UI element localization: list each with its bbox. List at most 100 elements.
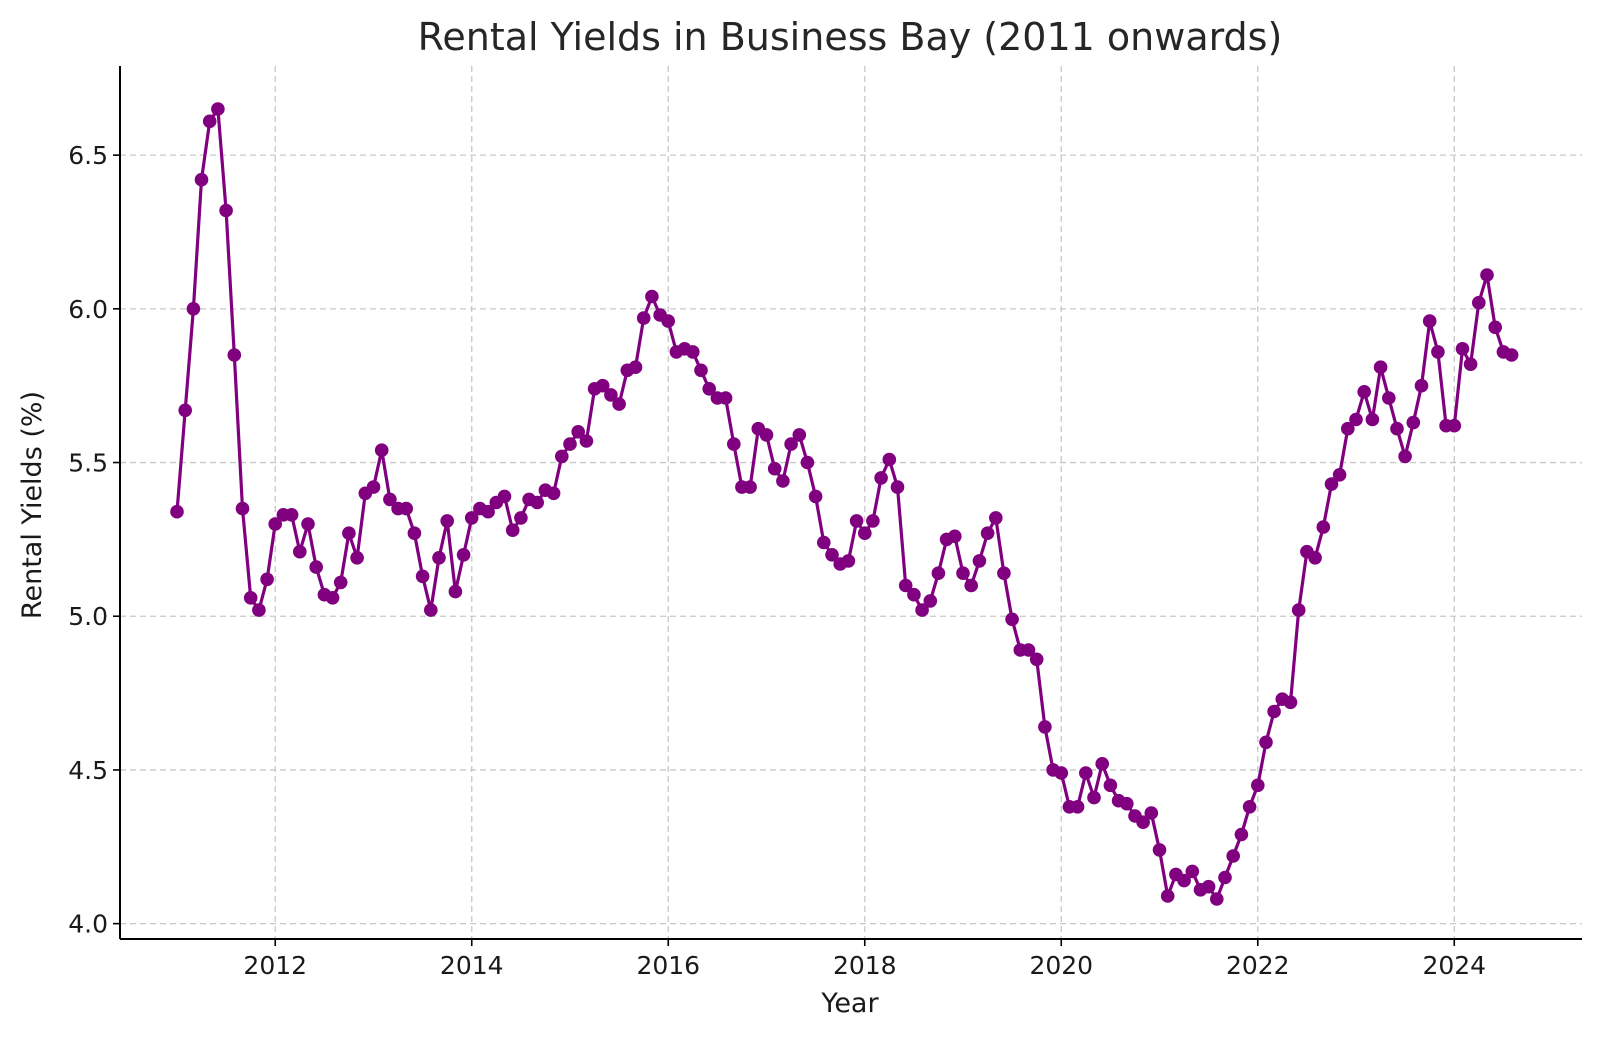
data-point [1448, 419, 1462, 433]
data-point [326, 591, 340, 605]
data-point [1456, 342, 1470, 356]
data-point [1349, 413, 1363, 427]
data-point [187, 302, 201, 316]
chart-title: Rental Yields in Business Bay (2011 onwa… [418, 15, 1283, 59]
data-point [1161, 889, 1175, 903]
data-point [1005, 613, 1019, 627]
x-tick-label: 2022 [1226, 951, 1290, 980]
y-tick-label: 4.5 [68, 756, 108, 785]
data-point [1366, 413, 1380, 427]
data-point [228, 348, 242, 362]
data-point [1415, 379, 1429, 393]
data-point [432, 551, 446, 565]
data-point [817, 536, 831, 550]
data-point [743, 480, 757, 494]
data-point [1464, 357, 1478, 371]
data-point [1145, 806, 1159, 820]
gridlines [120, 66, 1582, 939]
data-point [342, 526, 356, 540]
y-axis-label: Rental Yields (%) [17, 391, 48, 619]
data-point [219, 204, 233, 218]
data-point [547, 487, 561, 501]
y-tick-label: 6.5 [68, 141, 108, 170]
data-point [1308, 551, 1322, 565]
data-point [1079, 766, 1093, 780]
data-point [1202, 880, 1216, 894]
x-tick-label: 2012 [243, 951, 307, 980]
data-point [842, 554, 856, 568]
data-point [1218, 871, 1232, 885]
data-point [1374, 360, 1388, 374]
data-point [1431, 345, 1445, 359]
data-point [440, 514, 454, 528]
data-point [637, 311, 651, 325]
data-point [1038, 720, 1052, 734]
data-point [530, 496, 544, 510]
data-point [350, 551, 364, 565]
data-point [1251, 779, 1265, 793]
data-point [416, 570, 430, 584]
x-tick-label: 2016 [636, 951, 700, 980]
data-point [1423, 314, 1437, 328]
data-point [727, 437, 741, 451]
data-point [1259, 736, 1273, 750]
data-point [1317, 520, 1331, 534]
data-point [1505, 348, 1519, 362]
data-point [1120, 797, 1134, 811]
y-axis-ticks: 4.0 4.5 5.0 5.5 6.0 6.5 [68, 141, 120, 938]
data-point [883, 453, 897, 467]
data-point [964, 579, 978, 593]
axes-spines [120, 66, 1582, 939]
data-point [891, 480, 905, 494]
data-point [1235, 828, 1249, 842]
data-point [1267, 705, 1281, 719]
x-tick-label: 2014 [440, 951, 504, 980]
data-point [244, 591, 258, 605]
data-point [1407, 416, 1421, 430]
y-tick-label: 5.5 [68, 449, 108, 478]
data-point [1186, 865, 1200, 879]
data-point [1095, 757, 1109, 771]
data-point [293, 545, 307, 559]
data-point [457, 548, 471, 562]
data-point [1055, 766, 1069, 780]
series-layer [170, 102, 1518, 906]
data-point [973, 554, 987, 568]
data-point [309, 560, 323, 574]
data-point [1030, 653, 1044, 667]
data-point [203, 115, 217, 129]
data-point [211, 102, 225, 116]
data-point [449, 585, 463, 599]
data-point [375, 443, 389, 457]
data-point [252, 603, 266, 617]
x-tick-label: 2024 [1422, 951, 1486, 980]
x-tick-label: 2018 [833, 951, 897, 980]
data-point [694, 364, 708, 378]
data-point [1398, 450, 1412, 464]
data-point [1382, 391, 1396, 405]
data-point [932, 566, 946, 580]
data-point [907, 588, 921, 602]
x-tick-label: 2020 [1029, 951, 1093, 980]
data-point [1480, 268, 1494, 282]
series [170, 102, 1518, 906]
data-point [555, 450, 569, 464]
data-point [1284, 696, 1298, 710]
data-point [195, 173, 209, 187]
data-point [498, 490, 512, 504]
data-point [1243, 800, 1257, 814]
data-point [563, 437, 577, 451]
y-tick-label: 4.0 [68, 910, 108, 939]
data-point [809, 490, 823, 504]
data-point [301, 517, 315, 531]
data-point [858, 526, 872, 540]
data-point [1087, 791, 1101, 805]
data-point [612, 397, 626, 411]
x-axis-ticks: 2012 2014 2016 2018 2020 2022 2024 [243, 939, 1486, 980]
data-point [989, 511, 1003, 525]
data-point [776, 474, 790, 488]
data-point [1210, 892, 1224, 906]
data-point [768, 462, 782, 476]
data-point [793, 428, 807, 442]
